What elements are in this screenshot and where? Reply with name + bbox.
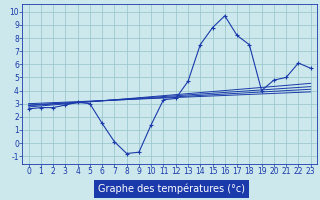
Text: Graphe des températures (°c): Graphe des températures (°c) <box>98 184 245 194</box>
